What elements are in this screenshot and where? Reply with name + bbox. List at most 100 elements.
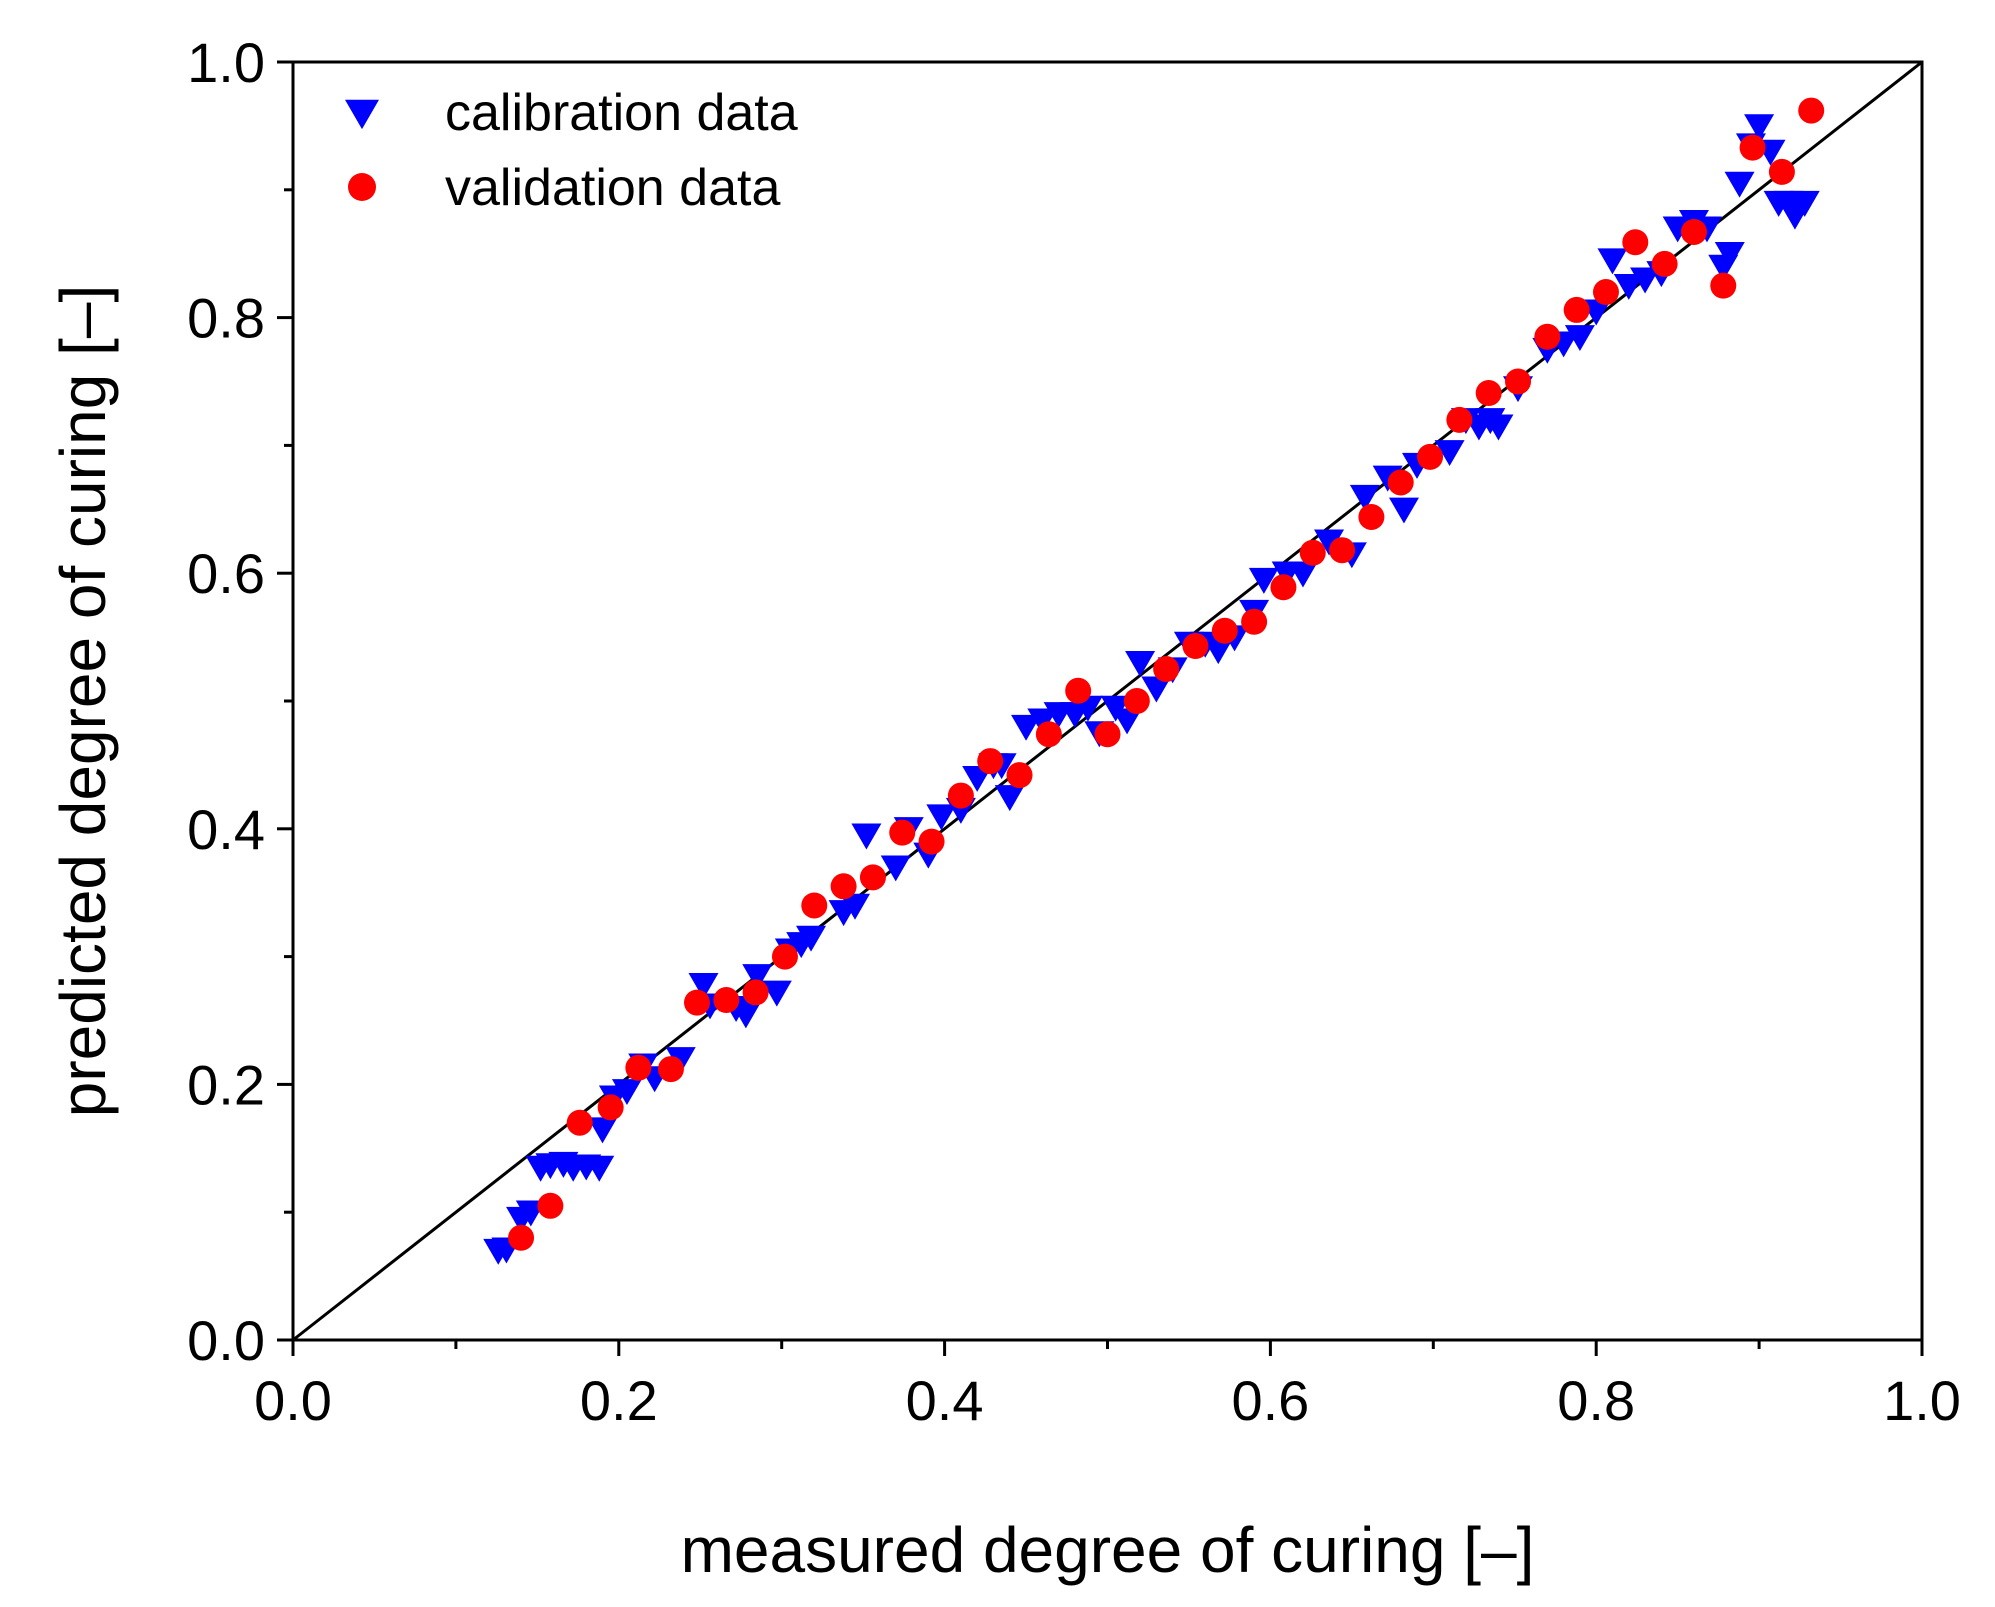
validation-point bbox=[1563, 296, 1590, 323]
validation-point bbox=[1035, 721, 1062, 748]
axis-ticks bbox=[277, 60, 1924, 1356]
calibration-point bbox=[1287, 561, 1318, 588]
validation-point bbox=[508, 1224, 535, 1251]
validation-point bbox=[1592, 279, 1619, 306]
legend-marker-validation bbox=[348, 173, 376, 201]
calibration-point bbox=[1630, 267, 1661, 294]
validation-point bbox=[1534, 323, 1561, 350]
calibration-point bbox=[584, 1155, 615, 1182]
validation-point bbox=[1299, 539, 1326, 566]
validation-point bbox=[742, 979, 769, 1006]
validation-point bbox=[1006, 762, 1033, 789]
calibration-point bbox=[1141, 676, 1172, 703]
x-tick-label: 0.0 bbox=[254, 1369, 332, 1432]
calibration-point bbox=[1483, 414, 1514, 441]
validation-point bbox=[1153, 656, 1180, 683]
calibration-point bbox=[1714, 242, 1745, 268]
validation-point bbox=[889, 819, 916, 846]
validation-point bbox=[1417, 443, 1444, 470]
calibration-point bbox=[1789, 190, 1820, 217]
y-tick-label: 0.0 bbox=[187, 1309, 265, 1372]
validation-point bbox=[1680, 218, 1707, 245]
validation-point bbox=[597, 1094, 624, 1121]
validation-point bbox=[1358, 503, 1385, 530]
calibration-point bbox=[1027, 708, 1058, 735]
calibration-point bbox=[665, 1047, 696, 1074]
calibration-point bbox=[1349, 484, 1380, 511]
validation-point bbox=[1241, 608, 1268, 635]
y-tick-label: 0.6 bbox=[187, 542, 265, 605]
calibration-point bbox=[611, 1079, 642, 1106]
y-axis-title: predicted degree of curing [–] bbox=[47, 285, 119, 1118]
x-tick-label: 0.6 bbox=[1231, 1369, 1309, 1432]
calibration-point bbox=[1388, 497, 1419, 524]
calibration-point bbox=[1248, 567, 1279, 594]
validation-point bbox=[947, 782, 974, 809]
x-axis-title: measured degree of curing [–] bbox=[681, 1514, 1535, 1586]
calibration-point bbox=[761, 980, 792, 1007]
validation-point bbox=[771, 943, 798, 970]
validation-point bbox=[1446, 406, 1473, 433]
validation-point bbox=[1065, 677, 1092, 704]
validation-point bbox=[1505, 368, 1532, 395]
legend-label-calibration: calibration data bbox=[445, 84, 798, 142]
y-tick-label: 0.8 bbox=[187, 287, 265, 350]
y-tick-label: 0.2 bbox=[187, 1053, 265, 1116]
x-tick-label: 0.8 bbox=[1557, 1369, 1635, 1432]
legend-label-validation: validation data bbox=[445, 159, 780, 217]
x-tick-label: 0.2 bbox=[580, 1369, 658, 1432]
validation-point bbox=[1094, 721, 1121, 748]
legend: calibration data validation data bbox=[345, 84, 798, 217]
validation-point bbox=[1768, 158, 1795, 185]
calibration-point bbox=[880, 855, 911, 882]
validation-point bbox=[683, 989, 710, 1016]
legend-marker-calibration bbox=[345, 99, 379, 130]
calibration-point bbox=[1564, 325, 1595, 352]
validation-point bbox=[657, 1056, 684, 1083]
calibration-point bbox=[730, 1002, 761, 1029]
validation-point bbox=[1329, 537, 1356, 564]
validation-point bbox=[1123, 688, 1150, 714]
calibration-point bbox=[1434, 440, 1465, 467]
calibration-point bbox=[1724, 171, 1755, 198]
validation-point bbox=[1622, 229, 1649, 256]
calibration-point bbox=[796, 925, 827, 952]
calibration-point bbox=[587, 1117, 618, 1144]
validation-point bbox=[859, 864, 886, 891]
calibration-point bbox=[1011, 714, 1042, 741]
y-tick-labels: 0.0 0.2 0.4 0.6 0.8 1.0 bbox=[187, 31, 265, 1372]
calibration-point bbox=[851, 823, 882, 850]
validation-point bbox=[801, 892, 828, 919]
y-tick-label: 0.4 bbox=[187, 798, 265, 861]
validation-point bbox=[625, 1054, 652, 1081]
calibration-point bbox=[1112, 708, 1143, 735]
validation-point bbox=[1211, 617, 1238, 644]
validation-point bbox=[1475, 380, 1502, 407]
calibration-point bbox=[1613, 273, 1644, 300]
validation-point bbox=[1270, 574, 1297, 601]
x-tick-label: 1.0 bbox=[1883, 1369, 1961, 1432]
series-calibration bbox=[483, 114, 1820, 1265]
x-tick-label: 0.4 bbox=[906, 1369, 984, 1432]
validation-point bbox=[1651, 250, 1678, 277]
series-validation bbox=[508, 97, 1825, 1251]
calibration-point bbox=[840, 893, 871, 920]
validation-point bbox=[1739, 134, 1766, 161]
validation-point bbox=[977, 748, 1004, 775]
calibration-point bbox=[1125, 650, 1156, 677]
validation-point bbox=[1710, 272, 1737, 299]
calibration-point bbox=[994, 785, 1025, 812]
calibration-point bbox=[1597, 248, 1628, 275]
validation-point bbox=[537, 1192, 564, 1219]
calibration-point bbox=[742, 964, 773, 991]
calibration-point bbox=[688, 973, 719, 999]
validation-point bbox=[1182, 633, 1209, 660]
y-tick-label: 1.0 bbox=[187, 31, 265, 94]
validation-point bbox=[1387, 469, 1414, 496]
calibration-point bbox=[1203, 638, 1234, 665]
validation-point bbox=[830, 873, 857, 900]
calibration-point bbox=[1314, 529, 1345, 556]
validation-point bbox=[566, 1109, 593, 1136]
x-tick-labels: 0.0 0.2 0.4 0.6 0.8 1.0 bbox=[254, 1369, 1961, 1432]
